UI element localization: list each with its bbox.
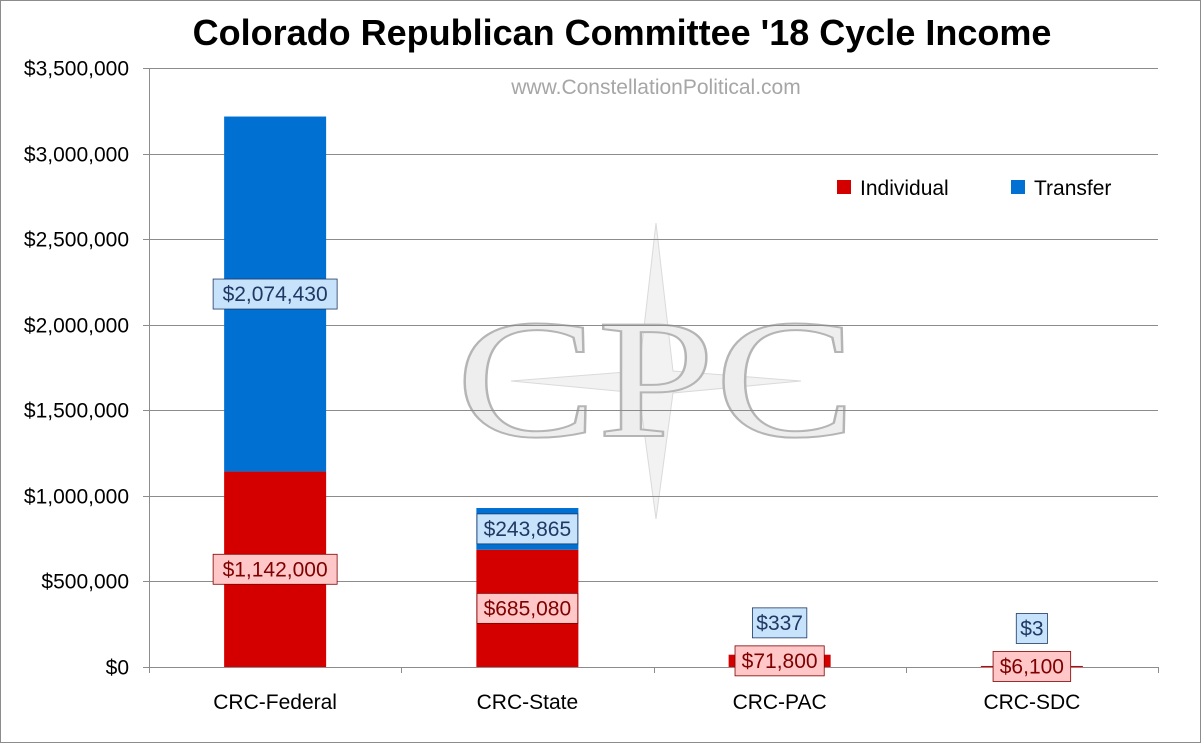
x-category-label: CRC-SDC <box>983 691 1080 714</box>
data-label-transfer: $3 <box>1020 617 1043 640</box>
data-label-group: $3 <box>1015 613 1048 644</box>
data-label-box <box>212 553 338 585</box>
y-axis-ticks: $0 $500,000 $1,000,000 $1,500,000 $2,000,000… <box>24 58 129 680</box>
data-label-box <box>734 645 825 677</box>
legend-swatch-transfer <box>1011 180 1025 194</box>
data-label-group: $685,080 <box>476 592 579 624</box>
y-tick-label: $2,500,000 <box>24 229 129 252</box>
x-category-label: CRC-Federal <box>213 691 337 714</box>
y-tick-label: $1,000,000 <box>24 486 129 509</box>
legend: Individual Transfer <box>837 177 1111 200</box>
y-tick-label: $3,000,000 <box>24 144 129 167</box>
data-label-box <box>476 513 579 545</box>
x-axis-categories: CRC-Federal CRC-State CRC-PAC CRC-SDC <box>213 691 1080 714</box>
watermark-text: CPC <box>456 285 856 473</box>
data-label-individual: $685,080 <box>484 597 572 620</box>
data-label-box <box>476 592 579 624</box>
x-category-label: CRC-PAC <box>733 691 827 714</box>
legend-swatch-individual <box>837 180 851 194</box>
data-label-box <box>752 607 808 639</box>
watermark-compass-star <box>510 222 802 520</box>
y-tick-label: $500,000 <box>41 571 129 594</box>
y-tick-label: $2,000,000 <box>24 315 129 338</box>
data-label-box <box>212 278 338 310</box>
data-label-box <box>1015 613 1048 644</box>
chart-title: Colorado Republican Committee '18 Cycle … <box>193 12 1052 53</box>
data-label-transfer: $243,865 <box>484 518 572 541</box>
data-label-group: $6,100 <box>992 651 1072 682</box>
y-tick-label: $1,500,000 <box>24 400 129 423</box>
data-label-box <box>992 651 1072 682</box>
data-label-group: $2,074,430 <box>212 278 338 310</box>
data-label-group: $337 <box>752 607 808 639</box>
legend-label-transfer: Transfer <box>1034 177 1111 200</box>
y-tick-label: $3,500,000 <box>24 58 129 81</box>
data-label-transfer: $2,074,430 <box>223 283 328 306</box>
data-label-individual: $71,800 <box>742 650 818 673</box>
data-label-individual: $1,142,000 <box>223 558 328 581</box>
legend-label-individual: Individual <box>860 177 949 200</box>
x-category-label: CRC-State <box>477 691 579 714</box>
data-labels: $1,142,000 $2,074,430 $685,080 $243,865 $71,… <box>212 278 1072 682</box>
data-label-group: $1,142,000 <box>212 553 338 585</box>
y-tick-label: $0 <box>106 657 129 680</box>
watermark: CPC <box>455 222 857 520</box>
data-label-group: $243,865 <box>476 513 579 545</box>
chart-subtitle: www.ConstellationPolitical.com <box>510 76 800 99</box>
data-label-group: $71,800 <box>734 645 825 677</box>
data-label-individual: $6,100 <box>1000 655 1064 678</box>
data-label-transfer: $337 <box>756 612 803 635</box>
